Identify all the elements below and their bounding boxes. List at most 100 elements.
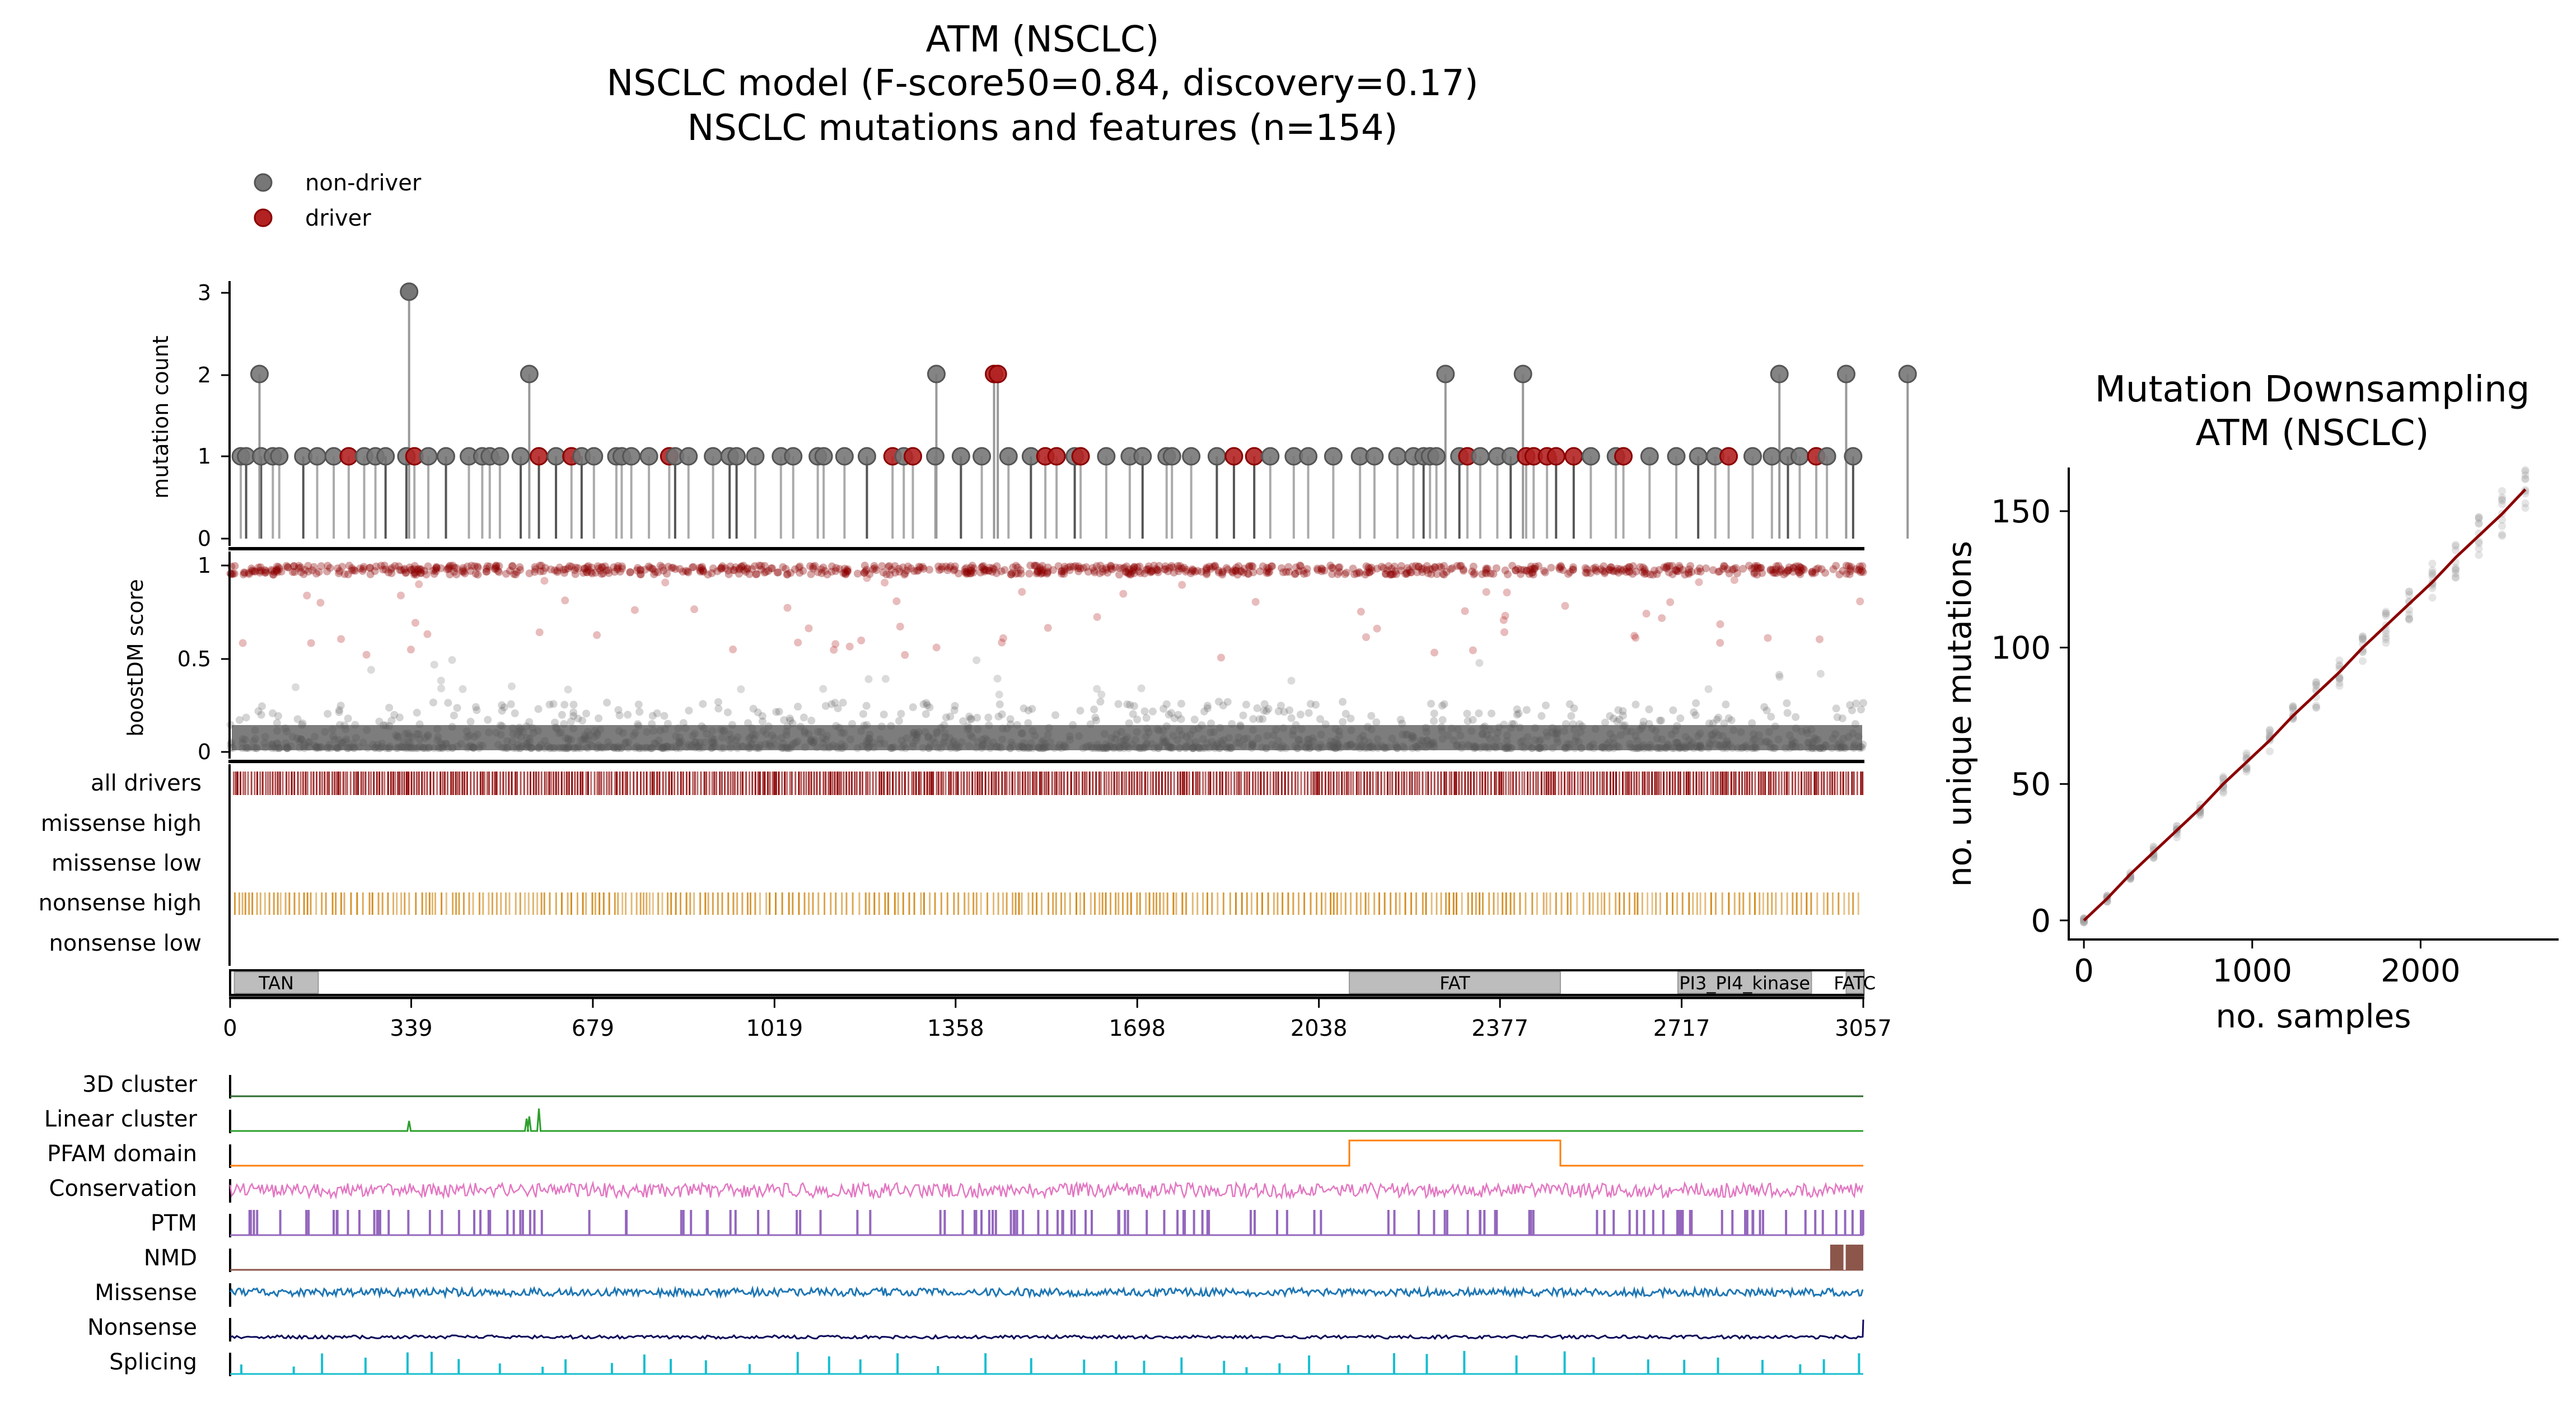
needle-head-nondriver [400,282,419,301]
boostdm-point-low [733,741,741,750]
boostdm-point-high [1032,569,1041,578]
boostdm-point-low [1719,744,1727,752]
boostdm-point-low [825,744,833,752]
boostdm-point-high [1531,562,1540,571]
boostdm-point-low [695,741,703,750]
all-drivers-bar [344,772,347,795]
boostdm-point-high [371,567,379,576]
boostdm-point-low [635,744,643,752]
boostdm-point-low [1262,744,1270,752]
boostdm-point-low [596,744,605,752]
boostdm-point-low [778,744,787,752]
all-drivers-bar [1001,772,1003,795]
all-drivers-bar [459,772,461,795]
boostdm-point-low [685,740,693,749]
boostdm-point-low [1503,737,1511,745]
feature-label-linear-cluster: Linear cluster [44,1106,198,1132]
all-drivers-bar [1668,772,1671,795]
all-drivers-bar [603,772,605,795]
boostdm-point-low [1639,721,1647,730]
all-drivers-bar [1606,772,1608,795]
boostdm-point-mid [367,666,375,674]
boostdm-point-low [577,744,585,752]
boostdm-point-high [494,567,502,575]
boostdm-point-low [1402,731,1410,739]
boostdm-point-low [235,716,244,724]
boostdm-point-low [476,741,484,750]
all-drivers-bar [1567,772,1569,795]
nonsense-high-bar [781,892,783,915]
nonsense-high-bar [1714,892,1717,915]
boostdm-point-low [1727,716,1736,724]
boostdm-point-low [864,744,872,752]
boostdm-point-low [1834,744,1842,752]
boostdm-point-low [283,744,291,752]
boostdm-point-low [696,738,704,747]
boostdm-point-low [937,723,945,732]
nonsense-high-bar [1440,892,1442,915]
boostdm-point-low [1331,744,1340,752]
boostdm-point-high [1766,565,1775,574]
boostdm-point-low [1259,715,1267,723]
nonsense-high-bar [404,892,406,915]
all-drivers-bar [250,772,253,795]
boostdm-point-low [525,742,533,750]
all-drivers-bar [1448,772,1451,795]
all-drivers-bar [700,772,702,795]
needle-head-nondriver [308,447,327,466]
boostdm-point-low [1317,731,1325,739]
downsampling-replicate-point [2382,609,2390,618]
boostdm-point-high [1814,564,1822,573]
boostdm-point-low [283,727,291,736]
boostdm-point-low [1496,742,1504,750]
boostdm-point-low [295,737,303,746]
nonsense-high-bar [1191,892,1194,915]
boostdm-point-low [1606,712,1614,720]
boostdm-point-low [833,742,841,751]
all-drivers-bar [300,772,302,795]
boostdm-point-low [1751,744,1759,752]
boostdm-point-low [615,727,623,735]
legend: non-driver driver [254,170,422,231]
boostdm-point-high [1164,567,1172,576]
all-drivers-bar [694,772,696,795]
boostdm-point-low [401,744,409,752]
boostdm-point-mid [1217,653,1226,662]
all-drivers-bar [1133,772,1135,795]
all-drivers-bar [1123,772,1125,795]
boostdm-point-low [1507,724,1515,732]
all-drivers-bar [1651,772,1653,795]
boostdm-point-low [1850,744,1858,752]
boostdm-point-low [857,727,866,735]
boostdm-point-low [1422,724,1430,732]
nonsense-high-bar [567,892,569,915]
boostdm-point-low [1305,735,1313,744]
nonsense-high-bar [1211,892,1213,915]
all-drivers-bar [624,772,627,795]
boostdm-point-low [1467,727,1476,735]
boostdm-point-high [471,569,480,578]
all-drivers-bar [1043,772,1045,795]
boostdm-point-low [1485,735,1494,743]
boostdm-point-low [1676,744,1684,752]
all-drivers-bar [1433,772,1436,795]
needle-yticklabel-1: 1 [198,444,211,469]
boostdm-point-low [419,744,427,752]
boostdm-point-low [676,744,684,752]
boostdm-point-mid [864,675,873,684]
nonsense-high-bar [625,892,627,915]
boostdm-point-low [786,714,794,723]
boostdm-point-low [663,719,672,728]
boostdm-point-low [1803,729,1811,737]
boostdm-point-low [1363,723,1372,731]
nonsense-high-bar [1623,892,1625,915]
all-drivers-bar [1422,772,1424,795]
boostdm-point-high [1334,570,1342,578]
boostdm-point-low [648,712,657,720]
boostdm-point-low [339,738,347,746]
boostdm-point-high [1001,565,1009,574]
boostdm-point-low [876,740,885,748]
all-drivers-bar [646,772,648,795]
needle-plot: 0 1 2 3 mutation count [148,281,1917,551]
